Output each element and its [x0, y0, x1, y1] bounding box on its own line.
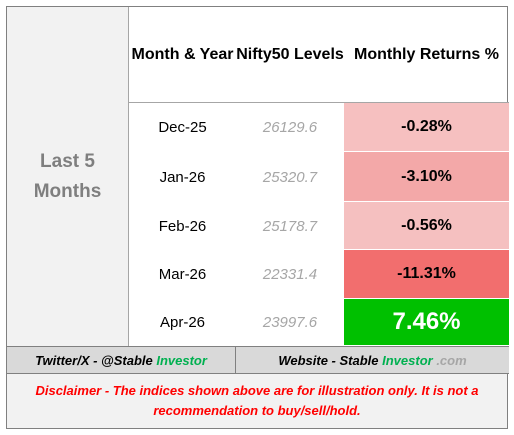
credit-suffix: .com [432, 352, 467, 368]
month-cell: Apr-26 [159, 314, 206, 331]
level-cell: 25320.7 [262, 168, 318, 186]
level-cell: 22331.4 [262, 266, 318, 283]
return-cell: -0.28% [344, 103, 509, 152]
twitter-credit: Twitter/X - @Stable Investor [7, 346, 236, 374]
month-cell: Feb-26 [158, 217, 207, 235]
table-card: Last 5 Months Month & Year Nifty50 Level… [6, 6, 509, 429]
credit-highlight: Investor [156, 352, 207, 368]
level-cell: 23997.6 [262, 314, 318, 331]
return-cell: -0.56% [344, 202, 509, 250]
header-cell: Monthly Returns % [344, 7, 509, 103]
side-label: Last 5 Months [7, 7, 129, 346]
header-cell: Month & Year [129, 7, 236, 103]
header-cell: Nifty50 Levels [236, 7, 344, 103]
return-cell: 7.46% [344, 299, 509, 346]
credit-text: Website - Stable [278, 352, 383, 368]
website-credit: Website - Stable Investor .com [236, 346, 509, 374]
level-cell: 25178.7 [262, 217, 318, 235]
month-cell: Jan-26 [159, 168, 206, 186]
credit-highlight: Investor [382, 352, 433, 368]
return-cell: -3.10% [344, 152, 509, 202]
return-cell: -11.31% [344, 250, 509, 299]
month-cell: Mar-26 [158, 266, 207, 283]
credit-text: Twitter/X - @Stable [35, 352, 157, 368]
month-cell: Dec-25 [158, 119, 207, 136]
level-cell: 26129.6 [262, 119, 318, 136]
disclaimer: Disclaimer - The indices shown above are… [7, 374, 507, 428]
